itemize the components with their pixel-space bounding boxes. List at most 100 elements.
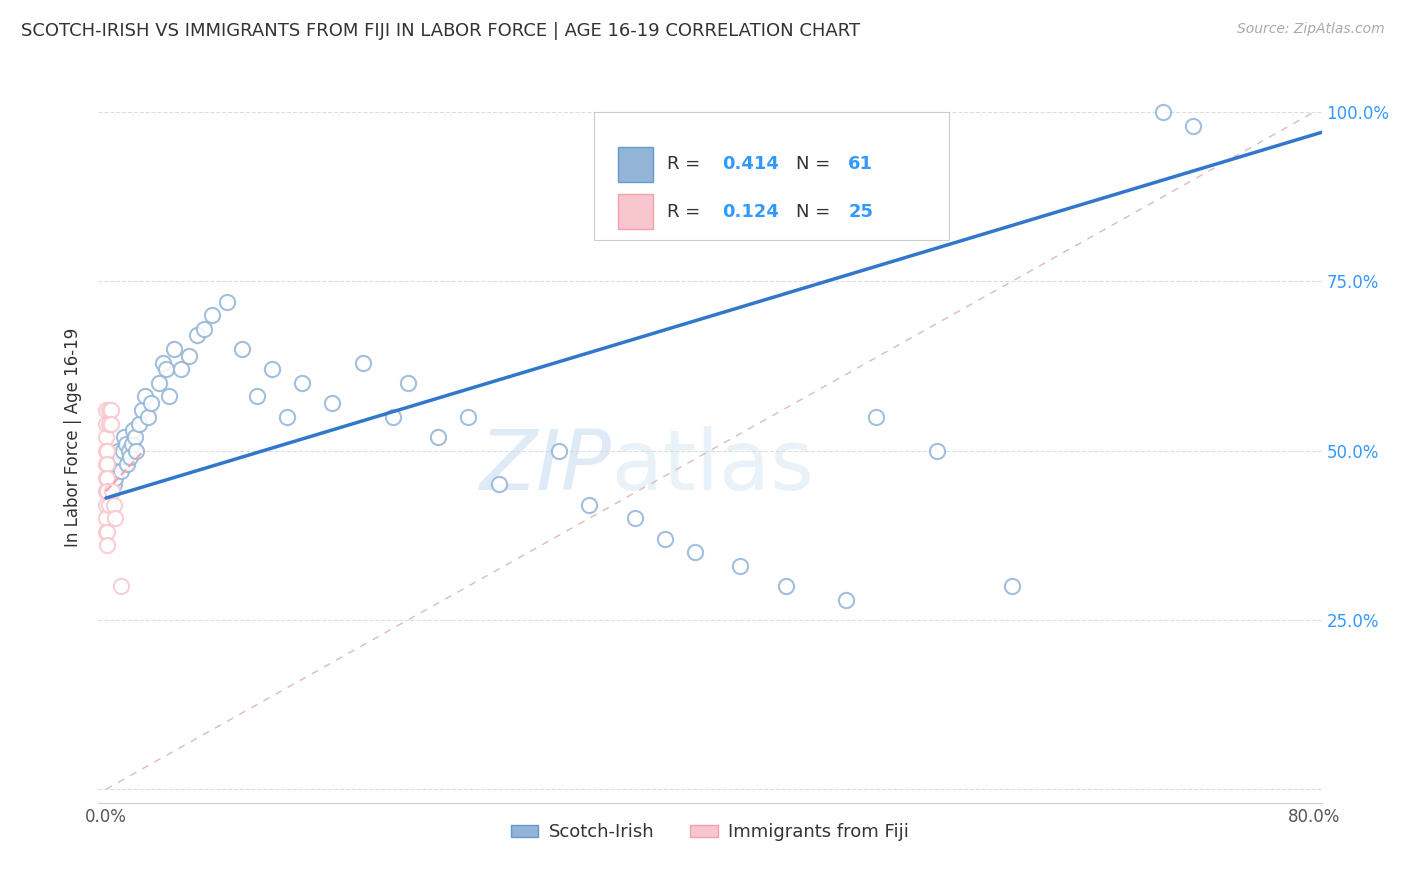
Point [134, 389, 156, 403]
Point [186, 328, 208, 343]
Point [163, 342, 186, 356]
Point [110, 579, 132, 593]
Point [775, 579, 797, 593]
Text: R =: R = [668, 202, 706, 221]
Point [321, 396, 343, 410]
Point [96, 538, 118, 552]
Point [215, 294, 238, 309]
Text: N =: N = [796, 202, 835, 221]
Point [352, 355, 374, 369]
Point [94, 403, 117, 417]
Point [103, 477, 125, 491]
Point [96, 484, 118, 499]
Point [121, 437, 143, 451]
Point [201, 308, 224, 322]
Point [100, 417, 122, 431]
Point [94, 457, 117, 471]
Point [94, 498, 117, 512]
Point [104, 471, 127, 485]
Point [94, 443, 117, 458]
Point [193, 322, 215, 336]
Point [457, 409, 479, 424]
Point [381, 409, 404, 424]
Point [120, 450, 142, 465]
Point [488, 477, 510, 491]
Point [246, 389, 269, 403]
Text: Source: ZipAtlas.com: Source: ZipAtlas.com [1237, 22, 1385, 37]
Point [111, 443, 134, 458]
Point [98, 417, 121, 431]
Point [96, 457, 118, 471]
Point [291, 376, 314, 390]
Point [101, 484, 124, 499]
Text: 25: 25 [848, 202, 873, 221]
Text: R =: R = [668, 155, 706, 173]
Point [578, 498, 600, 512]
Point [96, 471, 118, 485]
Point [654, 532, 676, 546]
Legend: Scotch-Irish, Immigrants from Fiji: Scotch-Irish, Immigrants from Fiji [503, 816, 917, 848]
Point [128, 417, 150, 431]
Point [1001, 579, 1024, 593]
Point [177, 349, 200, 363]
Point [157, 389, 180, 403]
Point [98, 403, 121, 417]
Text: SCOTCH-IRISH VS IMMIGRANTS FROM FIJI IN LABOR FORCE | AGE 16-19 CORRELATION CHAR: SCOTCH-IRISH VS IMMIGRANTS FROM FIJI IN … [21, 22, 860, 40]
Point [262, 362, 284, 376]
Text: 0.124: 0.124 [723, 202, 779, 221]
Point [170, 362, 193, 376]
Y-axis label: In Labor Force | Age 16-19: In Labor Force | Age 16-19 [65, 327, 83, 547]
Point [152, 355, 174, 369]
Point [107, 443, 129, 458]
Point [728, 558, 751, 573]
Point [94, 524, 117, 539]
Point [925, 443, 948, 458]
Point [683, 545, 706, 559]
Point [100, 403, 122, 417]
Point [548, 443, 571, 458]
Point [104, 511, 127, 525]
Point [276, 409, 298, 424]
Point [141, 396, 163, 410]
FancyBboxPatch shape [593, 112, 949, 240]
Point [94, 471, 117, 485]
Point [136, 409, 159, 424]
Point [108, 450, 131, 465]
Point [131, 403, 153, 417]
Point [117, 443, 139, 458]
Point [98, 498, 121, 512]
Point [94, 484, 117, 499]
Point [124, 430, 146, 444]
Text: atlas: atlas [612, 425, 814, 507]
Point [396, 376, 419, 390]
Point [101, 464, 124, 478]
Point [94, 430, 117, 444]
Point [110, 464, 132, 478]
Point [835, 592, 858, 607]
Point [1182, 119, 1205, 133]
Point [155, 362, 177, 376]
Text: 61: 61 [848, 155, 873, 173]
Point [94, 417, 117, 431]
Point [96, 484, 118, 499]
Point [94, 511, 117, 525]
Point [100, 457, 122, 471]
Point [105, 457, 128, 471]
Bar [619, 194, 652, 229]
Point [231, 342, 253, 356]
Text: ZIP: ZIP [481, 425, 612, 507]
Text: N =: N = [796, 155, 835, 173]
Point [96, 524, 118, 539]
Point [427, 430, 450, 444]
Point [98, 471, 121, 485]
Point [96, 443, 118, 458]
Point [115, 457, 138, 471]
Point [148, 376, 170, 390]
Point [114, 437, 136, 451]
Point [865, 409, 887, 424]
Point [623, 511, 645, 525]
Bar [619, 146, 652, 182]
Point [103, 498, 125, 512]
Point [1152, 105, 1174, 120]
Point [125, 443, 148, 458]
